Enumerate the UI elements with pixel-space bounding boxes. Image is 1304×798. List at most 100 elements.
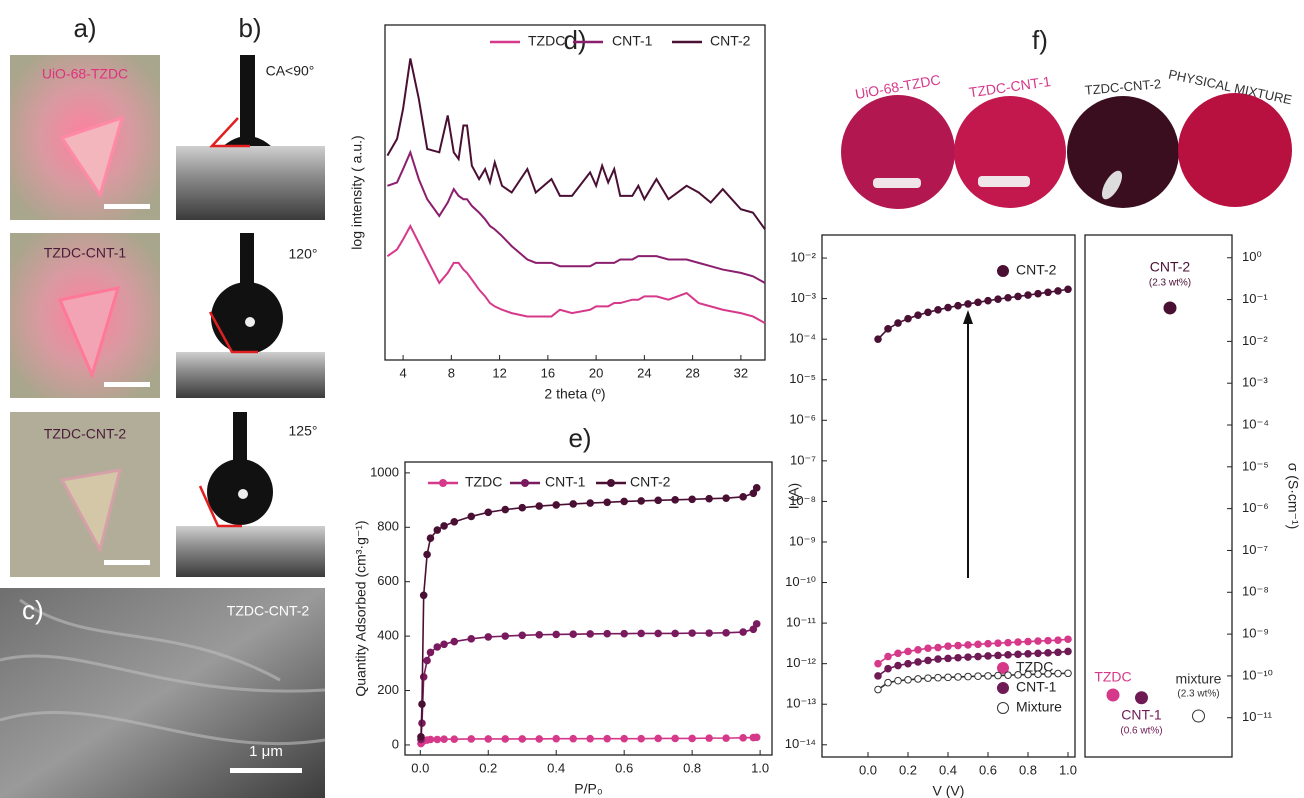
data-point xyxy=(1025,292,1032,299)
data-point xyxy=(706,735,713,742)
data-point xyxy=(945,304,952,311)
figure: a) UiO-68-TZDC TZDC-CNT-1 TZDC-CNT-2 b) … xyxy=(0,0,1304,798)
data-point xyxy=(975,673,982,680)
x-tick-label: 32 xyxy=(734,365,748,380)
legend-marker xyxy=(998,266,1009,277)
data-point xyxy=(1045,289,1052,296)
y-tick-label: 10⁻⁸ xyxy=(1242,584,1269,599)
data-point xyxy=(905,648,912,655)
y-tick-label: 10⁻¹² xyxy=(786,655,817,670)
x-tick-label: 0.4 xyxy=(939,762,957,777)
data-point xyxy=(985,653,992,660)
x-axis-label: V (V) xyxy=(933,783,965,798)
y-tick-label: 10⁻⁷ xyxy=(790,452,816,467)
data-point xyxy=(1065,648,1072,655)
data-point xyxy=(915,659,922,666)
data-point xyxy=(905,315,912,322)
data-point xyxy=(875,673,882,680)
data-point xyxy=(604,499,611,506)
data-point xyxy=(875,686,882,693)
y-tick-label: 10⁻⁵ xyxy=(789,371,816,386)
point-label: CNT-1 xyxy=(1121,706,1162,722)
data-point xyxy=(1065,286,1072,293)
data-point xyxy=(885,326,892,333)
data-point xyxy=(1015,639,1022,646)
y-axis-label: σ (S·cm⁻¹) xyxy=(1285,463,1301,530)
data-point xyxy=(875,336,882,343)
data-point xyxy=(621,498,628,505)
data-point xyxy=(945,674,952,681)
data-point xyxy=(655,497,662,504)
data-point xyxy=(985,297,992,304)
point-note: (2.3 wt%) xyxy=(1149,278,1191,289)
y-tick-label: 1000 xyxy=(370,464,399,479)
data-point xyxy=(689,630,696,637)
data-point xyxy=(434,736,441,743)
data-point xyxy=(945,643,952,650)
data-point xyxy=(925,675,932,682)
legend-label: CNT-1 xyxy=(545,474,586,490)
data-point xyxy=(1035,650,1042,657)
data-point xyxy=(1015,293,1022,300)
data-point xyxy=(468,513,475,520)
data-point xyxy=(740,494,747,501)
data-point xyxy=(502,506,509,513)
data-point xyxy=(427,649,434,656)
data-point xyxy=(536,736,543,743)
photo-label: TZDC-CNT-1 xyxy=(44,245,127,261)
x-tick-label: 12 xyxy=(492,365,506,380)
data-point xyxy=(519,504,526,511)
y-tick-label: 10⁰ xyxy=(1242,249,1262,264)
x-tick-label: 24 xyxy=(637,365,651,380)
y-axis-label: log intensity ( a.u.) xyxy=(349,135,365,249)
data-point xyxy=(441,523,448,530)
data-point xyxy=(925,657,932,664)
data-point xyxy=(895,662,902,669)
data-point xyxy=(1107,689,1119,701)
data-point xyxy=(965,642,972,649)
x-axis-label: 2 theta (º) xyxy=(544,386,605,402)
data-point xyxy=(915,646,922,653)
data-point xyxy=(975,299,982,306)
y-tick-label: 10⁻⁴ xyxy=(1242,416,1269,431)
data-point xyxy=(485,509,492,516)
x-tick-label: 0.0 xyxy=(411,760,429,775)
data-point xyxy=(895,650,902,657)
data-point xyxy=(975,641,982,648)
data-point xyxy=(451,638,458,645)
data-point xyxy=(1045,650,1052,657)
legend-label: CNT-2 xyxy=(630,474,671,490)
data-point xyxy=(1055,649,1062,656)
x-tick-label: 0.6 xyxy=(979,762,997,777)
data-point xyxy=(985,640,992,647)
y-tick-label: 200 xyxy=(377,682,399,697)
data-point xyxy=(1005,652,1012,659)
data-point xyxy=(995,652,1002,659)
data-point xyxy=(621,630,628,637)
data-point xyxy=(925,645,932,652)
series-line xyxy=(387,59,765,230)
point-note: (0.6 wt%) xyxy=(1120,725,1162,736)
data-point xyxy=(519,632,526,639)
y-tick-label: 10⁻¹¹ xyxy=(786,615,817,630)
data-point xyxy=(570,735,577,742)
data-point xyxy=(604,630,611,637)
data-point xyxy=(604,735,611,742)
y-tick-label: 10⁻¹¹ xyxy=(1242,709,1273,724)
legend-marker xyxy=(998,683,1009,694)
y-tick-label: 600 xyxy=(377,573,399,588)
x-tick-label: 0.8 xyxy=(1019,762,1037,777)
data-point xyxy=(424,657,431,664)
data-point xyxy=(672,735,679,742)
x-tick-label: 16 xyxy=(541,365,555,380)
data-point xyxy=(536,503,543,510)
data-point xyxy=(1015,672,1022,679)
y-tick-label: 10⁻³ xyxy=(790,290,816,305)
y-tick-label: 10⁻⁶ xyxy=(1242,500,1269,515)
data-point xyxy=(502,736,509,743)
data-point xyxy=(468,736,475,743)
y-tick-label: 10⁻¹³ xyxy=(786,696,817,711)
data-point xyxy=(905,677,912,684)
data-point xyxy=(502,633,509,640)
data-point xyxy=(1193,710,1205,722)
